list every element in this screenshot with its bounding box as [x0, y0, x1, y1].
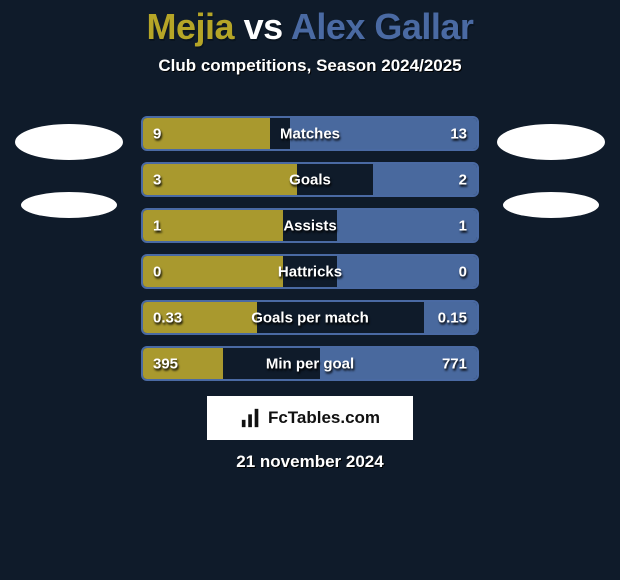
source-logo: FcTables.com	[207, 396, 413, 440]
stat-bar: 0 0 Hattricks	[141, 254, 479, 289]
left-fill	[143, 118, 270, 149]
right-fill	[337, 256, 477, 287]
subtitle: Club competitions, Season 2024/2025	[0, 56, 620, 76]
stat-bar: 9 13 Matches	[141, 116, 479, 151]
player2-name: Alex Gallar	[291, 6, 474, 47]
source-logo-text: FcTables.com	[268, 408, 380, 428]
right-avatar-column	[482, 116, 620, 218]
stat-label: Goals	[289, 171, 331, 188]
left-fill	[143, 164, 297, 195]
left-avatar-column	[0, 116, 138, 218]
stat-label: Hattricks	[278, 263, 342, 280]
left-fill	[143, 210, 283, 241]
footer-date: 21 november 2024	[0, 452, 620, 472]
bar-chart-icon	[240, 407, 262, 429]
comparison-widget: Mejia vs Alex Gallar Club competitions, …	[0, 0, 620, 580]
player1-name: Mejia	[147, 6, 235, 47]
player2-team-badge-placeholder	[503, 192, 599, 218]
stats-bars: 9 13 Matches 3 2 Goals 1 1 Assists 0 0 Hattricks 0.3…	[138, 116, 482, 381]
player2-avatar-placeholder	[497, 124, 605, 160]
left-value: 0.33	[153, 309, 182, 326]
right-value: 2	[459, 171, 467, 188]
left-value: 3	[153, 171, 161, 188]
left-value: 0	[153, 263, 161, 280]
stat-label: Matches	[280, 125, 340, 142]
right-value: 13	[450, 125, 467, 142]
right-value: 0	[459, 263, 467, 280]
left-fill	[143, 256, 283, 287]
stat-bar: 395 771 Min per goal	[141, 346, 479, 381]
player1-team-badge-placeholder	[21, 192, 117, 218]
left-value: 395	[153, 355, 178, 372]
stat-label: Goals per match	[251, 309, 369, 326]
content-row: 9 13 Matches 3 2 Goals 1 1 Assists 0 0 Hattricks 0.3…	[0, 116, 620, 381]
left-value: 9	[153, 125, 161, 142]
right-value: 771	[442, 355, 467, 372]
right-value: 1	[459, 217, 467, 234]
page-title: Mejia vs Alex Gallar	[0, 0, 620, 48]
right-fill	[337, 210, 477, 241]
stat-bar: 1 1 Assists	[141, 208, 479, 243]
stat-bar: 0.33 0.15 Goals per match	[141, 300, 479, 335]
stat-bar: 3 2 Goals	[141, 162, 479, 197]
right-value: 0.15	[438, 309, 467, 326]
player1-avatar-placeholder	[15, 124, 123, 160]
left-value: 1	[153, 217, 161, 234]
stat-label: Assists	[283, 217, 336, 234]
vs-separator: vs	[244, 6, 283, 47]
stat-label: Min per goal	[266, 355, 354, 372]
